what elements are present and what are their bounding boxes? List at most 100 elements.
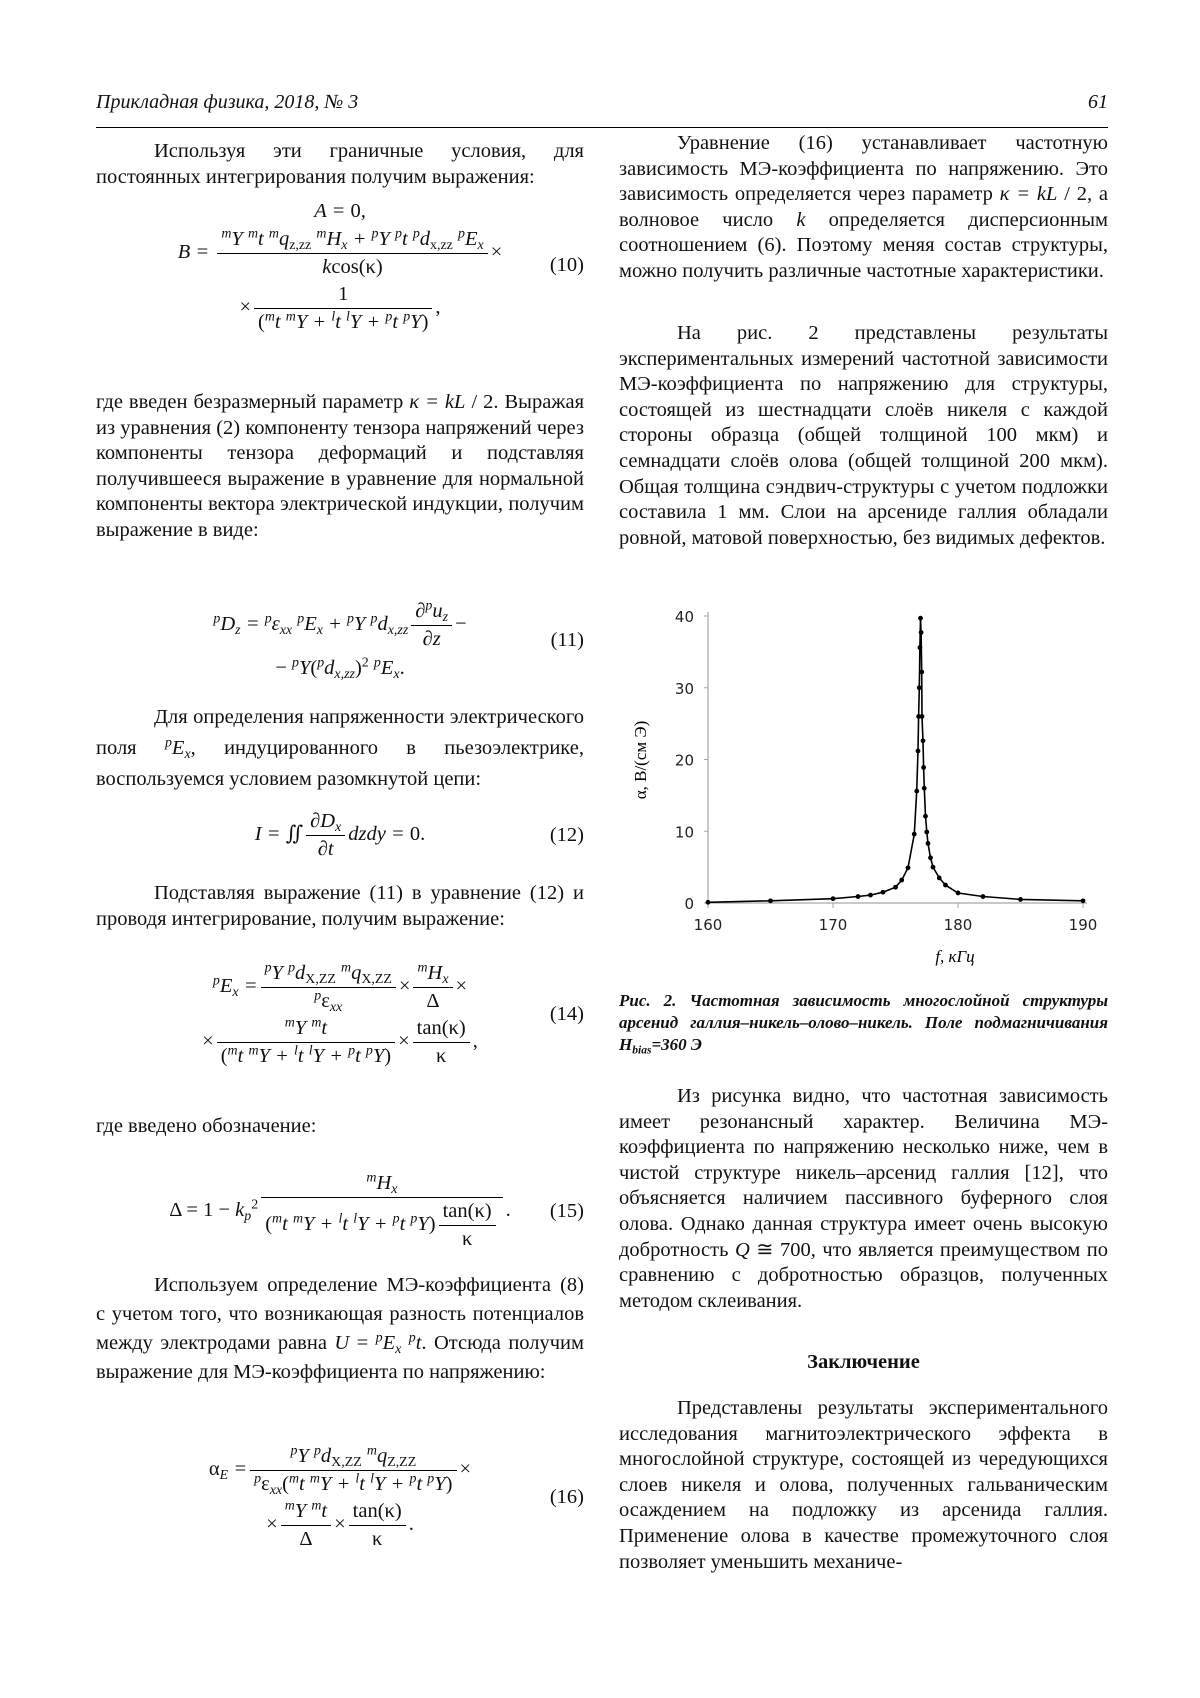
equation-10: A = 0,B = mY mt mqz,zz mHx + pY pt pdx,z… bbox=[96, 196, 584, 336]
paragraph: Для определения напряженности электричес… bbox=[96, 702, 584, 795]
upright-text: cos(κ) bbox=[331, 256, 382, 278]
superscript: p bbox=[317, 655, 324, 670]
upright-text: ) bbox=[384, 1045, 391, 1067]
fraction: mHxΔ bbox=[413, 960, 452, 1015]
math-run: 1 bbox=[338, 283, 348, 305]
math-run: , bbox=[435, 296, 440, 318]
denominator: κ bbox=[349, 1526, 406, 1553]
data-point bbox=[914, 789, 919, 794]
upright-text: X,ZZ bbox=[361, 972, 392, 987]
y-axis-label: α, В/(см Э) bbox=[631, 721, 650, 800]
y-tick-label: 30 bbox=[675, 680, 694, 698]
data-point bbox=[919, 670, 924, 675]
paragraph: На рис. 2 представлены результаты экспер… bbox=[619, 321, 1108, 551]
numerator: pY pdX,ZZ mqX,ZZ bbox=[261, 960, 396, 988]
y-tick-label: 40 bbox=[675, 608, 694, 626]
superscript: l bbox=[370, 1471, 374, 1486]
superscript: m bbox=[316, 226, 326, 241]
subscript: xx bbox=[280, 623, 292, 638]
journal-header: Прикладная физика, 2018, № 3 bbox=[96, 90, 358, 116]
math-run: ∂z bbox=[423, 628, 441, 650]
data-point bbox=[928, 855, 933, 860]
superscript: p bbox=[410, 1471, 417, 1486]
superscript: m bbox=[221, 226, 231, 241]
upright-text: 0 bbox=[350, 200, 360, 222]
equation-line: ×mY mt(mt mY + lt lY + pt pY)×tan(κ)κ, bbox=[96, 1015, 584, 1070]
superscript: p bbox=[213, 974, 220, 989]
fraction: tan(κ)κ bbox=[413, 1015, 470, 1070]
math-run: − bbox=[455, 613, 467, 635]
upright-text: Δ bbox=[299, 1528, 312, 1550]
superscript: p bbox=[393, 1212, 400, 1227]
superscript: p bbox=[403, 309, 410, 324]
superscript: l bbox=[339, 1212, 343, 1227]
math-run: ∂puz bbox=[415, 600, 448, 622]
equation-line: pEx =pY pdX,ZZ mqX,ZZpεxx×mHxΔ× bbox=[96, 960, 584, 1015]
page-number: 61 bbox=[1088, 90, 1108, 116]
math-run: ∂Dx bbox=[310, 810, 341, 832]
upright-text: × bbox=[239, 296, 251, 318]
inline-math: pEx pt bbox=[376, 1332, 422, 1354]
data-point bbox=[921, 765, 926, 770]
upright-text: × bbox=[398, 1030, 410, 1052]
superscript: p bbox=[165, 735, 172, 750]
superscript: m bbox=[293, 1212, 303, 1227]
upright-text: , bbox=[435, 296, 440, 318]
data-point bbox=[899, 878, 904, 883]
superscript: p bbox=[427, 1471, 434, 1486]
subscript: X,ZZ bbox=[361, 972, 392, 987]
subscript: x bbox=[335, 820, 341, 835]
upright-text: X,ZZ bbox=[305, 972, 336, 987]
math-run: pεxx(mt mY + lt lY + pt pY) bbox=[254, 1473, 452, 1495]
superscript: m bbox=[366, 1170, 376, 1185]
math-run: mY mt bbox=[285, 1500, 327, 1522]
inline-math: k bbox=[796, 209, 805, 231]
math-run: A = 0, bbox=[314, 200, 366, 222]
upright-text: x,zz bbox=[430, 238, 453, 253]
superscript: p bbox=[371, 612, 378, 627]
fraction: 1 (mt mY + lt lY + pt pY) bbox=[254, 281, 432, 336]
superscript: l bbox=[294, 1043, 298, 1058]
math-run: B = bbox=[178, 241, 215, 263]
superscript: m bbox=[311, 1015, 321, 1030]
upright-text: ) bbox=[429, 1213, 436, 1235]
fraction: mY mt(mt mY + lt lY + pt pY) bbox=[217, 1015, 395, 1070]
data-point bbox=[856, 894, 861, 899]
superscript: p bbox=[290, 1443, 297, 1458]
superscript: l bbox=[346, 309, 350, 324]
superscript: p bbox=[395, 226, 402, 241]
subscript: bias bbox=[632, 1043, 651, 1056]
upright-text: α bbox=[209, 1458, 220, 1480]
subscript: x bbox=[395, 1342, 401, 1357]
denominator: Δ bbox=[413, 988, 452, 1015]
paragraph: Подставляя выражение (11) в уравнение (1… bbox=[96, 881, 584, 932]
data-point bbox=[917, 685, 922, 690]
superscript: 2 bbox=[362, 655, 369, 670]
superscript: m bbox=[289, 1471, 299, 1486]
numerator: mY mt bbox=[281, 1498, 331, 1526]
equation-number: (10) bbox=[550, 253, 584, 279]
data-point bbox=[881, 890, 886, 895]
upright-text: ( bbox=[221, 1045, 228, 1067]
numerator: ∂Dx bbox=[306, 808, 345, 836]
fraction: tan(κ)κ bbox=[439, 1198, 496, 1253]
x-tick-label: 170 bbox=[819, 916, 848, 934]
denominator: (mt mY + lt lY + pt pY)tan(κ)κ bbox=[261, 1198, 502, 1253]
figure-caption: Рис. 2. Частотная зависимость многослойн… bbox=[619, 990, 1108, 1056]
paragraph: Представлены результаты экспериментально… bbox=[619, 1396, 1108, 1575]
equation-line: × 1 (mt mY + lt lY + pt pY), bbox=[96, 281, 584, 336]
upright-text: . bbox=[400, 657, 405, 679]
equation-line: A = 0, bbox=[96, 196, 584, 226]
equation-line: αE =pY pdX,ZZ mqZ,ZZpεxx(mt mY + lt lY +… bbox=[96, 1443, 584, 1498]
math-run: × bbox=[266, 1513, 278, 1535]
superscript: p bbox=[413, 226, 420, 241]
math-run: ∂t bbox=[318, 838, 334, 860]
subscript: x bbox=[232, 985, 238, 1000]
math-run: (mt mY + lt lY + pt pY) bbox=[258, 311, 428, 333]
superscript: l bbox=[353, 1212, 357, 1227]
data-point bbox=[923, 814, 928, 819]
subscript: x bbox=[341, 238, 347, 253]
subscript: x,zz bbox=[388, 623, 409, 638]
math-run: αE = bbox=[209, 1458, 247, 1480]
upright-text: 2 bbox=[251, 1198, 258, 1213]
